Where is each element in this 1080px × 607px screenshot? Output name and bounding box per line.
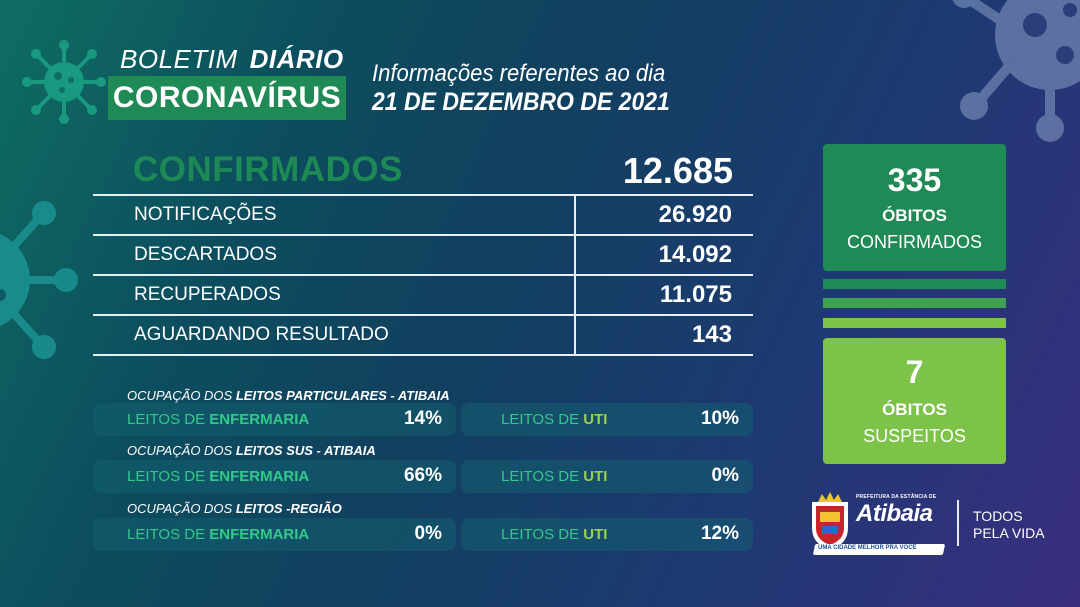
ward-label-bold: ENFERMARIA: [209, 411, 310, 428]
icu-label-bold: UTI: [583, 468, 608, 485]
icu-label-bold: UTI: [583, 411, 608, 428]
ward-label-bold: ENFERMARIA: [209, 468, 310, 485]
occupancy-title-bold: LEITOS -REGIÃO: [235, 501, 342, 516]
occupancy-title-prefix: OCUPAÇÃO DOS: [127, 443, 236, 458]
icu-occupancy-private: LEITOS DE UTI 10%: [461, 403, 753, 436]
table-divider: [93, 354, 753, 356]
diario-label: DIÁRIO: [249, 44, 344, 74]
ward-label: LEITOS DE ENFERMARIA: [127, 526, 309, 543]
ward-occupancy-sus: LEITOS DE ENFERMARIA 66%: [93, 460, 456, 493]
info-date: 21 DE DEZEMBRO DE 2021: [372, 88, 670, 116]
notifications-label: NOTIFICAÇÕES: [134, 204, 277, 225]
ward-label-prefix: LEITOS DE: [127, 526, 210, 543]
ward-label: LEITOS DE ENFERMARIA: [127, 411, 309, 428]
ward-value: 14%: [403, 408, 442, 429]
table-column-divider: [574, 195, 576, 355]
occupancy-title-bold: LEITOS SUS - ATIBAIA: [235, 443, 376, 458]
icu-label-prefix: LEITOS DE: [501, 468, 584, 485]
suspected-deaths-value: 7: [905, 354, 924, 390]
icu-value: 0%: [711, 465, 739, 486]
ward-value: 66%: [403, 465, 442, 486]
icu-occupancy-sus: LEITOS DE UTI 0%: [461, 460, 753, 493]
boletim-label: BOLETIM: [120, 44, 238, 74]
footer-divider: [957, 500, 959, 546]
table-divider: [93, 194, 753, 196]
stripe-divider: [823, 298, 1006, 308]
icu-label-prefix: LEITOS DE: [501, 411, 584, 428]
recovered-value: 11.075: [659, 281, 732, 308]
virus-icon: [952, 0, 1080, 142]
occupancy-title-bold: LEITOS PARTICULARES - ATIBAIA: [235, 388, 450, 403]
table-divider: [93, 234, 753, 236]
icu-label: LEITOS DE UTI: [501, 411, 607, 428]
confirmed-deaths-card: 335 ÓBITOS CONFIRMADOS: [823, 144, 1006, 271]
suspected-deaths-word1: ÓBITOS: [882, 400, 947, 419]
atibaia-logo: PREFEITURA DA ESTÂNCIA DE Atibaia UMA CI…: [808, 490, 948, 558]
logo-name: Atibaia: [856, 500, 933, 527]
logo-top-text: PREFEITURA DA ESTÂNCIA DE: [856, 494, 937, 500]
coronavirus-title: CORONAVÍRUS: [112, 81, 342, 114]
ward-label: LEITOS DE ENFERMARIA: [127, 468, 309, 485]
slogan-line1: TODOS: [973, 508, 1023, 524]
info-subtitle: Informações referentes ao dia: [372, 60, 666, 87]
occupancy-title-region: OCUPAÇÃO DOS LEITOS -REGIÃO: [127, 501, 342, 516]
virus-icon: [22, 40, 106, 124]
table-divider: [93, 274, 753, 276]
confirmed-label: CONFIRMADOS: [133, 150, 403, 189]
suspected-deaths-word2: SUSPEITOS: [863, 426, 966, 446]
stripe-divider: [823, 279, 1006, 289]
occupancy-title-private: OCUPAÇÃO DOS LEITOS PARTICULARES - ATIBA…: [127, 388, 450, 403]
discarded-value: 14.092: [658, 241, 732, 268]
confirmed-value: 12.685: [622, 150, 733, 191]
recovered-label: RECUPERADOS: [134, 284, 281, 305]
slogan-line2: PELA VIDA: [973, 525, 1045, 541]
ward-occupancy-region: LEITOS DE ENFERMARIA 0%: [93, 518, 456, 551]
slogan: TODOS PELA VIDA: [973, 508, 1045, 542]
icu-value: 12%: [700, 523, 739, 544]
awaiting-label: AGUARDANDO RESULTADO: [134, 324, 389, 345]
icu-occupancy-region: LEITOS DE UTI 12%: [461, 518, 753, 551]
logo-tagline: UMA CIDADE MELHOR PRA VOCÊ: [818, 545, 917, 551]
occupancy-title-prefix: OCUPAÇÃO DOS: [127, 388, 236, 403]
ward-label-bold: ENFERMARIA: [209, 526, 310, 543]
confirmed-deaths-word1: ÓBITOS: [882, 206, 947, 225]
icu-label-bold: UTI: [583, 526, 608, 543]
discarded-label: DESCARTADOS: [134, 244, 277, 265]
confirmed-deaths-value: 335: [887, 162, 942, 198]
table-divider: [93, 314, 753, 316]
suspected-deaths-card: 7 ÓBITOS SUSPEITOS: [823, 338, 1006, 464]
awaiting-value: 143: [691, 321, 732, 348]
coat-of-arms-icon: [812, 492, 848, 550]
stripe-divider: [823, 318, 1006, 328]
occupancy-title-prefix: OCUPAÇÃO DOS: [127, 501, 236, 516]
confirmed-deaths-word2: CONFIRMADOS: [847, 232, 982, 252]
ward-label-prefix: LEITOS DE: [127, 468, 210, 485]
icu-label: LEITOS DE UTI: [501, 526, 607, 543]
notifications-value: 26.920: [658, 201, 732, 228]
ward-value: 0%: [414, 523, 442, 544]
ward-occupancy-private: LEITOS DE ENFERMARIA 14%: [93, 403, 456, 436]
icu-label-prefix: LEITOS DE: [501, 526, 584, 543]
bulletin-heading: BOLETIM DIÁRIO: [120, 44, 344, 75]
coronavirus-title-box: CORONAVÍRUS: [108, 76, 346, 120]
ward-label-prefix: LEITOS DE: [127, 411, 210, 428]
icu-value: 10%: [700, 408, 739, 429]
icu-label: LEITOS DE UTI: [501, 468, 607, 485]
occupancy-title-sus: OCUPAÇÃO DOS LEITOS SUS - ATIBAIA: [127, 443, 376, 458]
virus-icon: [0, 201, 78, 359]
